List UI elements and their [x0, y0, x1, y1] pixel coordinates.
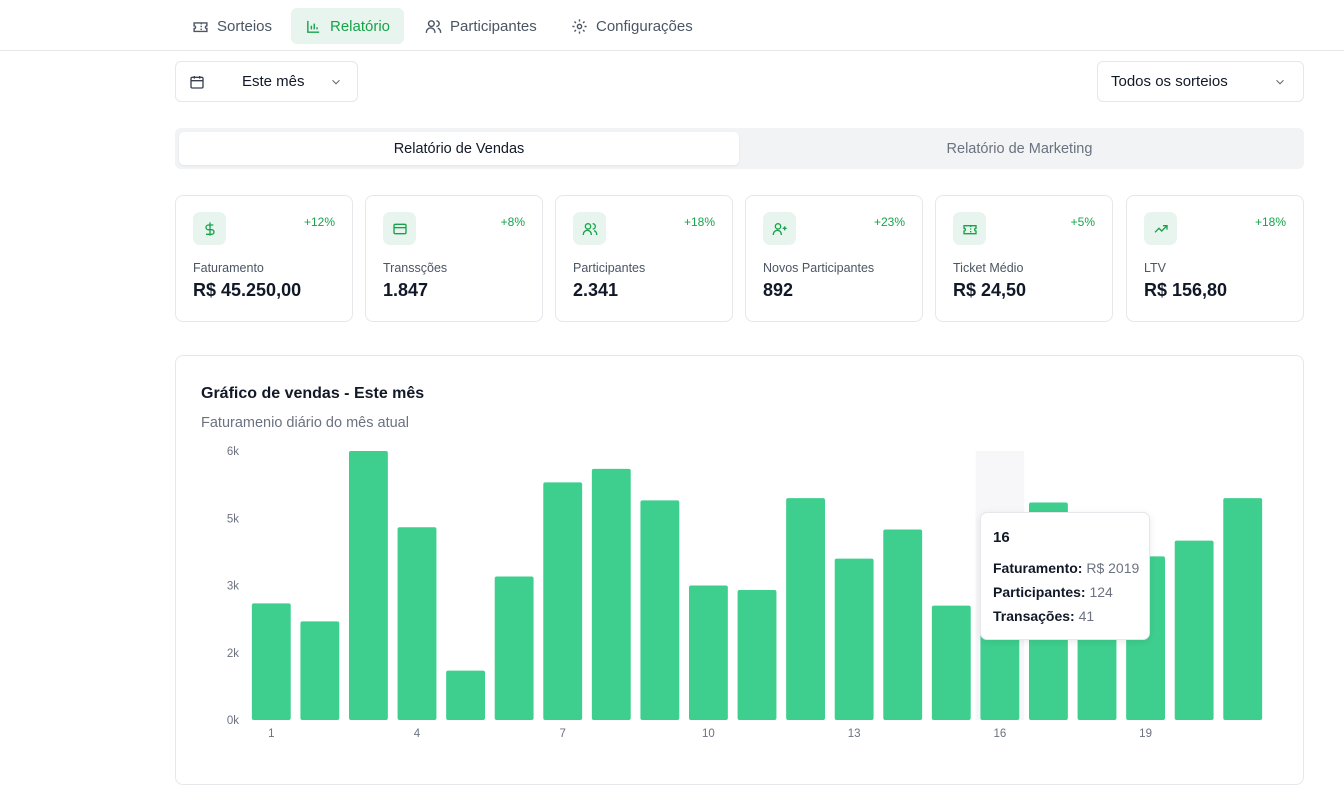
tab-relatorio-label: Relatório: [330, 17, 391, 35]
bar-day-6[interactable]: [494, 576, 534, 720]
bar-day-16[interactable]: [980, 629, 1020, 720]
top-nav: Sorteios Relatório Participantes Configu…: [0, 0, 1344, 51]
tooltip-row-faturamento: Faturamento: R$ 2019: [993, 560, 1140, 576]
tab-marketing-report-label: Relatório de Marketing: [946, 140, 1093, 157]
user-plus-icon: [763, 212, 796, 245]
chevron-down-icon: [332, 79, 340, 85]
kpi-label: Participantes: [573, 261, 646, 275]
users-icon: [573, 212, 606, 245]
kpi-value: 1.847: [383, 280, 429, 300]
calendar-icon: [190, 75, 204, 89]
tab-configuracoes[interactable]: Configurações: [557, 8, 707, 44]
x-tick-label: 16: [993, 728, 1006, 740]
tab-configuracoes-label: Configurações: [596, 17, 693, 35]
bar-day-2[interactable]: [300, 621, 340, 720]
y-tick-label: 0k: [227, 715, 239, 727]
tab-participantes-label: Participantes: [450, 17, 537, 35]
tab-sorteios-label: Sorteios: [217, 17, 273, 35]
bar-day-5[interactable]: [446, 670, 485, 720]
bar-day-8[interactable]: [591, 468, 631, 720]
kpi-card-transacoes: +8% Transsções 1.847: [365, 195, 543, 322]
trending-up-icon: [1144, 212, 1177, 245]
bar-day-4[interactable]: [397, 527, 437, 720]
bar-day-14[interactable]: [883, 529, 923, 720]
x-tick-label: 13: [848, 728, 861, 740]
bar-day-13[interactable]: [834, 558, 874, 720]
bar-day-7[interactable]: [543, 482, 583, 720]
report-tabs: Relatório de Vendas Relatório de Marketi…: [175, 128, 1304, 169]
kpi-label: LTV: [1144, 261, 1166, 275]
gear-icon: [572, 18, 587, 34]
bar-day-21[interactable]: [1223, 498, 1263, 720]
x-tick-label: 10: [702, 728, 715, 740]
period-select-value: Este mês: [242, 73, 305, 90]
tab-sorteios[interactable]: Sorteios: [178, 8, 286, 44]
kpi-change: +8%: [500, 215, 525, 229]
chart-subtitle: Faturamenio diário do mês atual: [201, 415, 409, 431]
kpi-value: 892: [763, 280, 794, 300]
kpi-change: +5%: [1070, 215, 1095, 229]
y-tick-label: 5k: [227, 513, 239, 525]
kpi-label: Faturamento: [193, 261, 264, 275]
raffle-select[interactable]: Todos os sorteios: [1097, 61, 1304, 102]
kpi-change: +23%: [873, 215, 905, 229]
kpi-label: Novos Participantes: [763, 261, 875, 275]
kpi-value: R$ 45.250,00: [193, 280, 302, 300]
bar-day-18[interactable]: [1077, 628, 1117, 720]
bar-day-20[interactable]: [1174, 540, 1214, 720]
x-tick-label: 4: [414, 728, 421, 740]
tab-relatorio[interactable]: Relatório: [291, 8, 405, 44]
x-tick-label: 1: [268, 728, 274, 740]
kpi-card-ltv: +18% LTV R$ 156,80: [1126, 195, 1304, 322]
bar-day-12[interactable]: [786, 498, 825, 720]
kpi-card-participantes: +18% Participantes 2.341: [555, 195, 733, 322]
dollar-icon: [193, 212, 226, 245]
bar-day-11[interactable]: [737, 589, 777, 720]
tab-sales-report[interactable]: Relatório de Vendas: [179, 132, 739, 165]
kpi-change: +12%: [303, 215, 335, 229]
kpi-card-faturamento: +12% Faturamento R$ 45.250,00: [175, 195, 353, 322]
kpi-change: +18%: [1254, 215, 1286, 229]
bar-chart-icon: [307, 20, 320, 33]
kpi-card-novos-participantes: +23% Novos Participantes 892: [745, 195, 923, 322]
kpi-value: R$ 156,80: [1144, 280, 1228, 300]
bar-day-1[interactable]: [251, 603, 291, 720]
chart-title: Gráfico de vendas - Este mês: [201, 385, 425, 402]
x-tick-label: 19: [1139, 728, 1152, 740]
x-tick-label: 7: [560, 728, 566, 740]
bar-day-3[interactable]: [349, 451, 388, 720]
kpi-label: Transsções: [383, 261, 448, 275]
tab-sales-report-label: Relatório de Vendas: [393, 140, 525, 157]
kpi-value: R$ 24,50: [953, 280, 1027, 300]
credit-card-icon: [383, 212, 416, 245]
tab-marketing-report[interactable]: Relatório de Marketing: [739, 132, 1300, 165]
bar-day-9[interactable]: [640, 500, 680, 720]
y-tick-label: 6k: [227, 446, 239, 458]
tab-participantes[interactable]: Participantes: [411, 8, 551, 44]
users-icon: [425, 19, 442, 33]
kpi-value: 2.341: [573, 280, 619, 300]
ticket-icon: [193, 21, 208, 32]
sales-bar-chart: 0k 2k 3k 5k 6k 1 4 7 10 13 16 19: [227, 446, 1263, 740]
y-tick-label: 3k: [227, 581, 239, 593]
tooltip-day: 16: [993, 529, 1010, 546]
tooltip-row-transacoes: Transações: 41: [993, 608, 1095, 624]
y-tick-label: 2k: [227, 648, 239, 660]
ticket-icon: [953, 212, 986, 245]
bar-day-10[interactable]: [689, 585, 728, 721]
kpi-label: Ticket Médio: [953, 261, 1024, 275]
tooltip-row-participantes: Participantes: 124: [993, 584, 1113, 600]
chevron-down-icon: [1276, 79, 1284, 85]
bar-day-15[interactable]: [931, 605, 971, 720]
chart-tooltip: 16 Faturamento: R$ 2019 Participantes: 1…: [980, 512, 1150, 640]
kpi-card-ticket-medio: +5% Ticket Médio R$ 24,50: [935, 195, 1113, 322]
period-select[interactable]: Este mês: [175, 61, 358, 102]
raffle-select-value: Todos os sorteios: [1111, 73, 1228, 90]
kpi-change: +18%: [683, 215, 715, 229]
